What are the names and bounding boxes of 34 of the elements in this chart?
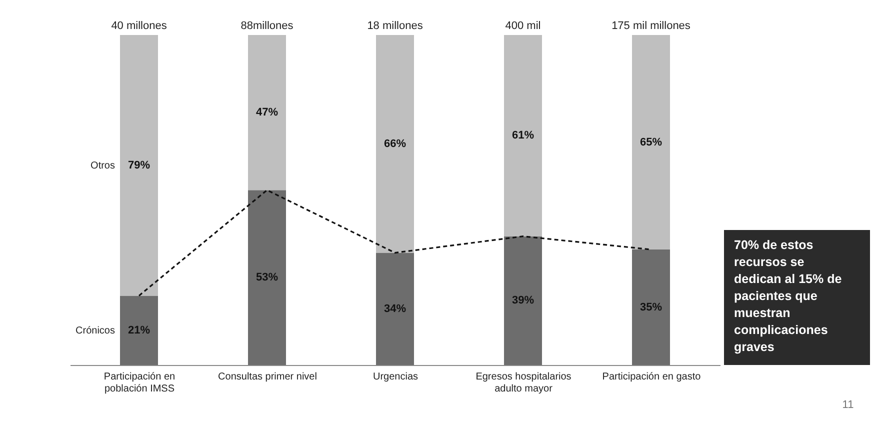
bar: [376, 35, 414, 253]
data-label: 61%: [512, 130, 534, 142]
bar: [632, 35, 670, 250]
data-label: 47%: [256, 106, 278, 119]
bar: [376, 252, 414, 365]
text: 11: [842, 399, 854, 411]
x-tick-label: Egresos hospitalarios adulto mayor: [476, 372, 572, 394]
data-label: 35%: [640, 301, 662, 314]
x-tick-label: Consultas primer nivel: [218, 372, 317, 382]
bar: [120, 296, 158, 365]
annotation: 88millones: [240, 20, 294, 32]
annotation: 175 mil millones: [612, 20, 691, 32]
x-tick-label: Participación en gasto: [602, 372, 702, 382]
series-label: Crónicos: [76, 325, 115, 336]
data-label: 79%: [128, 159, 150, 172]
annotation: 18 millones: [367, 20, 424, 32]
bar: [120, 35, 158, 296]
bar: [248, 35, 286, 190]
series-label: Otros: [90, 160, 115, 172]
bar: [248, 190, 286, 365]
text: 70% de estos recursos se dedican al 15% de pacientes que muestran complicaciones graves: [734, 238, 842, 354]
data-label: 21%: [128, 324, 150, 336]
x-tick-label: Urgencias: [372, 372, 418, 382]
annotation: 40 millones: [111, 20, 168, 32]
data-label: 39%: [512, 294, 534, 307]
bar: [632, 250, 670, 365]
data-label: 65%: [640, 136, 662, 148]
x-tick-label: Participación en población IMSS: [104, 372, 176, 394]
bar: [504, 35, 542, 236]
data-label: 66%: [384, 138, 406, 150]
annotation: 400 mil: [505, 20, 541, 32]
bar: [504, 236, 542, 365]
data-label: 53%: [256, 272, 278, 284]
data-label: 34%: [384, 302, 406, 315]
